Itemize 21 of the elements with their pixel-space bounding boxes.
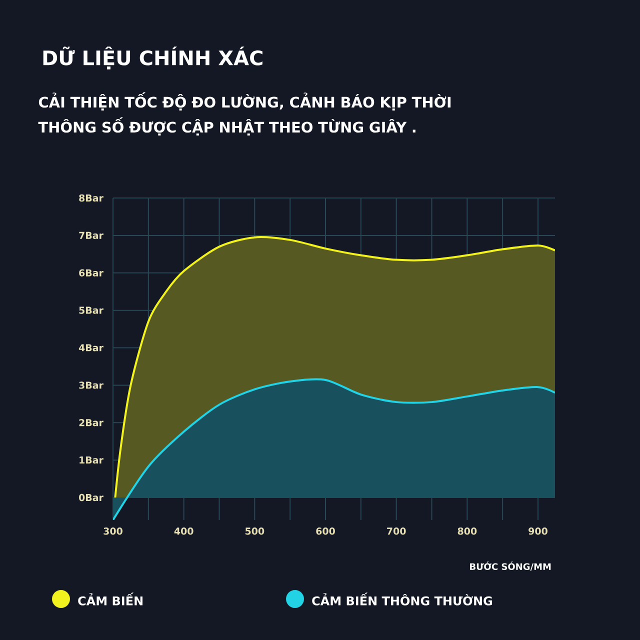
y-tick-label: 0Bar [78,494,104,502]
legend-label: CẢM BIẾN THÔNG THƯỜNG [312,592,492,606]
chart-title: DỮ LIỆU CHÍNH XÁC [43,46,262,70]
x-tick-label: 600 [316,528,335,535]
y-tick-label: 1Bar [80,456,104,464]
chart-subtitle: CẢI THIỆN TỐC ĐỘ ĐO LƯỜNG, CẢNH BÁO KỊP THỜI THÔNG SỐ ĐƯỢC CẬP NHẬT THEO TỪNG GIÂY . [38,92,451,136]
y-tick-label: 2Bar [79,419,104,426]
y-tick-label: 5Bar [79,306,104,314]
y-tick-label: 3Bar [79,382,104,389]
y-tick-label: 6Bar [79,269,104,276]
x-tick-label: 500 [245,528,264,535]
x-tick-label: 800 [458,528,477,535]
x-tick-label: 400 [174,528,194,535]
x-tick-label: 300 [104,528,122,535]
y-tick-label: 7Bar [79,232,104,239]
y-tick-label: 4Bar [78,344,104,352]
x-tick-label: 900 [528,528,548,535]
x-axis-title: BƯỚC SÓNG/MM [470,562,551,571]
y-tick-label: 8Bar [79,194,104,202]
x-tick-label: 700 [387,528,406,535]
legend-label: CẢM BIẾN [78,592,142,606]
